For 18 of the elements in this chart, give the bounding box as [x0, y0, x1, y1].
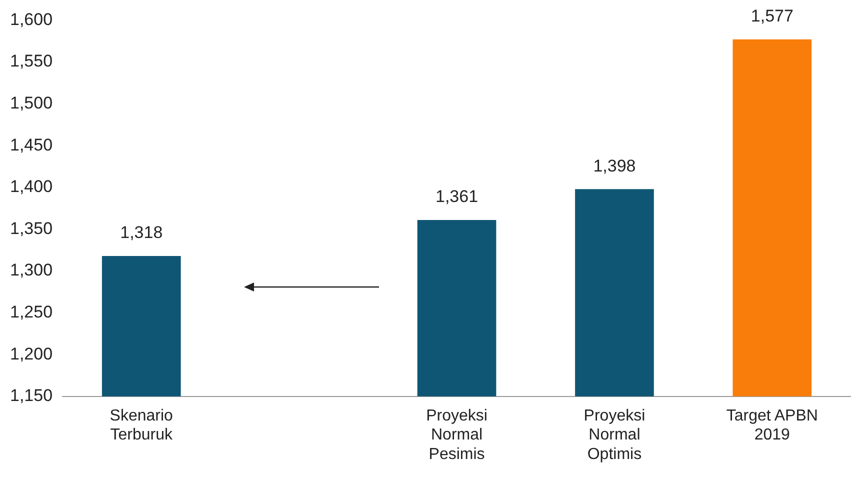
y-tick-label: 1,200 [10, 344, 53, 364]
x-tick-label: Proyeksi Normal Optimis [584, 407, 646, 463]
data-label: 1,318 [120, 223, 163, 242]
x-tick-label: Target APBN 2019 [726, 407, 818, 444]
x-tick-label: Skenario Terburuk [110, 407, 174, 444]
y-tick-label: 1,350 [10, 218, 53, 238]
y-tick-label: 1,150 [10, 386, 53, 406]
y-tick-label: 1,400 [10, 177, 53, 196]
y-tick-label: 1,300 [10, 260, 53, 280]
x-tick-label: Proyeksi Normal Pesimis [426, 407, 488, 463]
y-tick-label: 1,550 [10, 52, 53, 71]
y-tick-label: 1,250 [10, 302, 53, 322]
y-tick-label: 1,450 [10, 135, 53, 154]
data-label: 1,398 [593, 156, 636, 176]
y-tick-label: 1,500 [10, 93, 53, 112]
y-tick-label: 1,600 [10, 10, 53, 29]
data-label: 1,361 [435, 187, 478, 206]
data-label: 1,577 [750, 6, 794, 26]
